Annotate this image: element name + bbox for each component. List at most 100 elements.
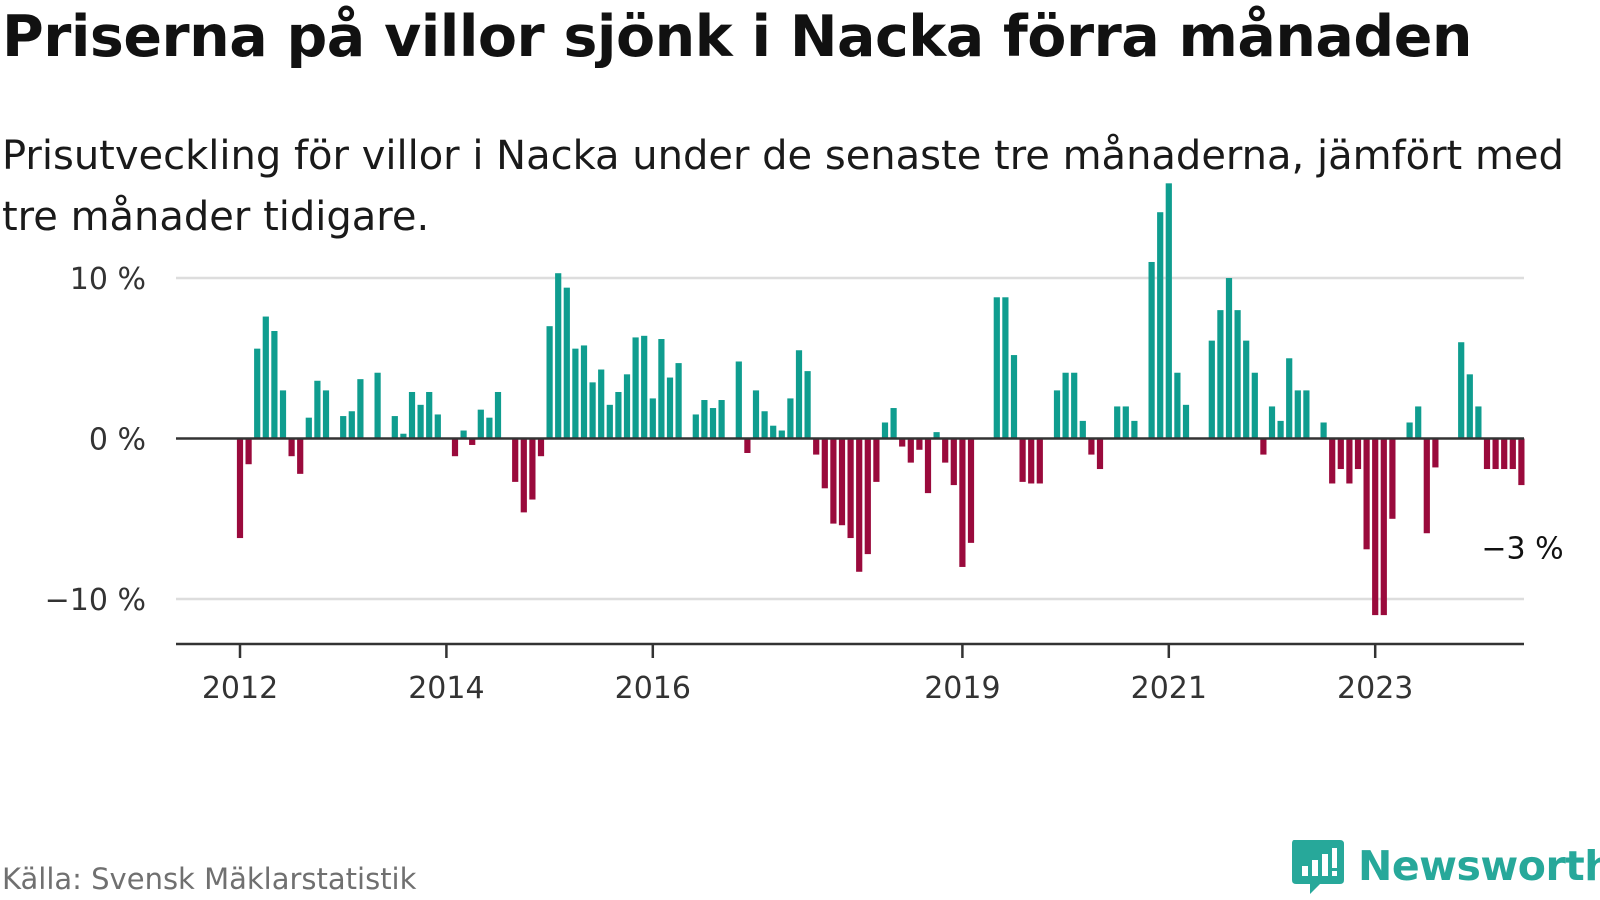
bar-negative bbox=[1432, 438, 1439, 468]
bar-positive bbox=[735, 361, 742, 439]
bar-positive bbox=[718, 400, 725, 439]
bar-negative bbox=[297, 438, 304, 474]
bar-positive bbox=[1303, 390, 1310, 439]
bar-positive bbox=[1165, 183, 1172, 439]
bar-negative bbox=[1028, 438, 1035, 484]
bar-positive bbox=[434, 414, 441, 439]
bar-positive bbox=[606, 404, 613, 439]
bar-positive bbox=[580, 345, 588, 439]
bar-positive bbox=[314, 380, 321, 439]
bar-positive bbox=[778, 430, 785, 439]
bar-negative bbox=[821, 438, 828, 489]
chart-bubble-icon bbox=[1292, 840, 1344, 894]
bar-positive bbox=[1406, 422, 1413, 439]
bar-positive bbox=[271, 331, 278, 439]
bar-positive bbox=[804, 371, 811, 439]
bar-negative bbox=[1483, 438, 1491, 470]
bar-negative bbox=[899, 438, 906, 447]
bar-positive bbox=[1053, 390, 1061, 439]
bar-positive bbox=[494, 391, 502, 439]
bar-positive bbox=[641, 335, 648, 439]
bar-positive bbox=[408, 391, 416, 439]
bar-negative bbox=[1036, 438, 1043, 484]
bar-positive bbox=[1062, 372, 1069, 439]
bar-negative bbox=[1372, 438, 1379, 616]
bar-positive bbox=[563, 287, 570, 439]
bar-positive bbox=[1174, 372, 1181, 439]
bar-negative bbox=[529, 438, 536, 500]
bar-positive bbox=[658, 339, 665, 439]
bar-positive bbox=[589, 382, 596, 439]
bar-negative bbox=[1329, 438, 1336, 484]
bar-positive bbox=[1114, 406, 1121, 439]
y-tick-label: −10 % bbox=[45, 583, 146, 618]
bar-positive bbox=[623, 374, 631, 439]
bar-positive bbox=[1458, 342, 1465, 439]
bar-negative bbox=[1363, 438, 1370, 550]
bar-positive bbox=[254, 348, 261, 439]
bar-positive bbox=[1286, 358, 1293, 439]
bar-positive bbox=[322, 390, 330, 439]
bar-positive bbox=[1251, 372, 1258, 439]
bar-negative bbox=[838, 438, 846, 526]
bar-positive bbox=[1475, 406, 1482, 439]
bar-positive bbox=[417, 404, 424, 439]
bar-positive bbox=[1122, 406, 1129, 439]
bar-positive bbox=[615, 391, 622, 439]
bar-positive bbox=[701, 400, 708, 439]
bar-negative bbox=[813, 438, 820, 455]
bar-positive bbox=[881, 422, 889, 439]
bar-positive bbox=[400, 433, 407, 439]
bar-positive bbox=[1208, 340, 1215, 439]
bar-negative bbox=[830, 438, 837, 524]
bar-positive bbox=[486, 417, 493, 439]
bar-negative bbox=[1346, 438, 1353, 484]
bar-positive bbox=[1243, 340, 1250, 439]
bar-positive bbox=[890, 408, 897, 439]
bar-negative bbox=[847, 438, 854, 539]
bar-negative bbox=[907, 438, 914, 463]
bar-negative bbox=[512, 438, 519, 482]
bar-positive bbox=[933, 432, 940, 439]
bar-positive bbox=[1466, 374, 1473, 439]
bar-positive bbox=[1148, 261, 1155, 439]
x-tick-label: 2023 bbox=[1337, 671, 1413, 706]
bar-positive bbox=[572, 348, 579, 439]
bar-positive bbox=[546, 326, 553, 439]
y-tick-label: 10 % bbox=[70, 262, 146, 297]
bar-positive bbox=[555, 273, 562, 439]
bar-positive bbox=[1079, 420, 1086, 439]
bars bbox=[236, 183, 1525, 616]
bar-negative bbox=[236, 438, 244, 539]
bar-negative bbox=[1518, 438, 1525, 486]
bar-positive bbox=[1217, 310, 1224, 439]
bar-negative bbox=[1354, 438, 1362, 470]
bar-negative bbox=[1380, 438, 1387, 616]
bar-negative bbox=[1088, 438, 1095, 455]
bar-positive bbox=[460, 430, 467, 439]
bar-negative bbox=[1509, 438, 1516, 470]
gridlines bbox=[176, 276, 1524, 601]
bar-positive bbox=[761, 411, 768, 439]
brand-name: Newsworthy bbox=[1358, 842, 1600, 890]
chart-title: Priserna på villor sjönk i Nacka förra m… bbox=[2, 4, 1472, 70]
bar-negative bbox=[924, 438, 932, 494]
bar-negative bbox=[288, 438, 295, 457]
bar-negative bbox=[245, 438, 252, 465]
bar-positive bbox=[391, 416, 398, 439]
bar-positive bbox=[795, 350, 803, 439]
bar-positive bbox=[770, 425, 777, 439]
bar-positive bbox=[1234, 310, 1241, 439]
bar-positive bbox=[1010, 355, 1018, 439]
x-tick-label: 2012 bbox=[202, 671, 278, 706]
bar-positive bbox=[1277, 420, 1284, 439]
bar-positive bbox=[675, 363, 682, 439]
bar-positive bbox=[632, 337, 639, 439]
chart-subtitle: Prisutveckling för villor i Nacka under … bbox=[2, 133, 1564, 240]
bar-positive bbox=[340, 416, 347, 439]
bar-positive bbox=[374, 372, 381, 439]
bar-positive bbox=[477, 409, 484, 439]
bar-negative bbox=[1096, 438, 1104, 470]
x-axis-ticks: 2012 2014 2016 2019 2021 2023 bbox=[202, 644, 1413, 706]
bar-positive bbox=[357, 379, 364, 439]
